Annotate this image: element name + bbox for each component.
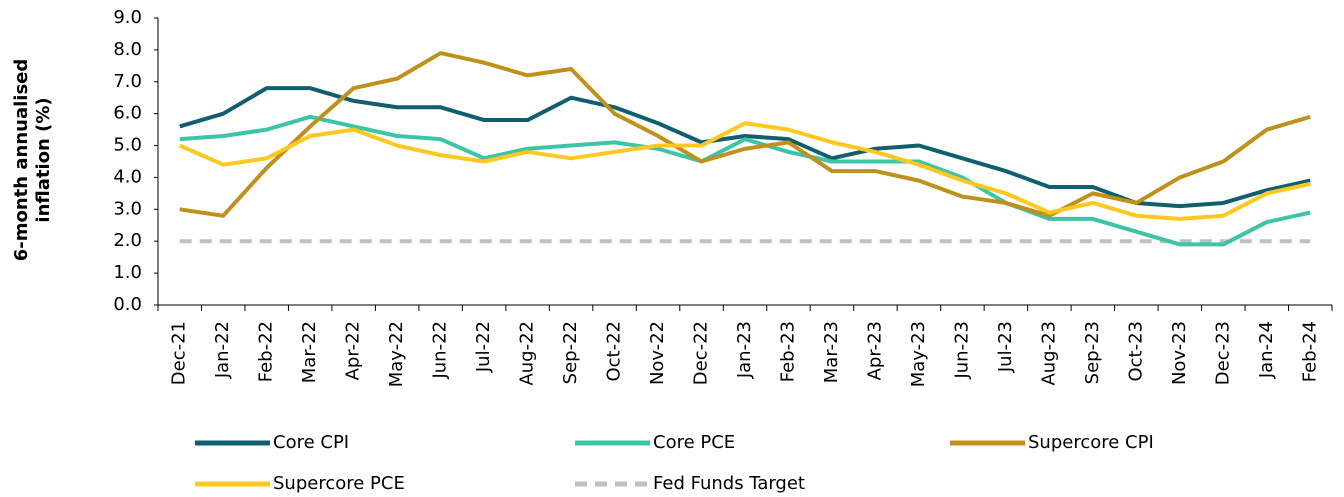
x-tick-label: Oct-23 <box>1125 321 1146 382</box>
x-tick-label: May-22 <box>386 321 407 387</box>
legend-label: Core PCE <box>653 432 735 453</box>
x-tick-label: Sep-22 <box>560 321 581 384</box>
x-tick-label: Jun-23 <box>951 321 972 380</box>
series-line <box>178 121 1311 221</box>
legend-label: Core CPI <box>273 432 349 453</box>
x-tick-label: Jan-23 <box>734 321 755 379</box>
legend-label: Supercore CPI <box>1028 432 1154 453</box>
y-tick-label: 9.0 <box>113 7 142 28</box>
y-tick-label: 5.0 <box>113 135 142 156</box>
y-tick-label: 4.0 <box>113 166 142 187</box>
y-axis-label: inflation (%) <box>33 97 54 222</box>
x-tick-label: Feb-22 <box>256 321 277 382</box>
y-tick-label: 8.0 <box>113 39 142 60</box>
y-axis-label: 6-month annualised <box>11 59 32 262</box>
x-tick-label: Jun-22 <box>430 321 451 380</box>
x-tick-label: Jul-23 <box>995 321 1016 373</box>
legend-label: Supercore PCE <box>273 473 405 494</box>
x-tick-label: Aug-22 <box>517 321 538 386</box>
y-tick-label: 2.0 <box>113 230 142 251</box>
y-tick-label: 0.0 <box>113 294 142 315</box>
x-tick-label: Nov-23 <box>1169 321 1190 385</box>
x-tick-label: Apr-22 <box>343 321 364 380</box>
x-tick-label: Nov-22 <box>647 321 668 385</box>
legend-label: Fed Funds Target <box>653 473 805 494</box>
x-tick-label: Dec-21 <box>169 321 190 385</box>
series-line <box>179 114 1311 247</box>
series-line <box>179 86 1311 209</box>
x-tick-label: Jan-24 <box>1256 321 1277 379</box>
x-tick-label: Mar-23 <box>821 321 842 383</box>
x-tick-label: Sep-23 <box>1082 321 1103 384</box>
y-tick-label: 7.0 <box>113 71 142 92</box>
y-tick-label: 6.0 <box>113 103 142 124</box>
x-tick-label: Mar-22 <box>299 321 320 383</box>
x-tick-label: Dec-22 <box>691 321 712 385</box>
x-tick-label: Dec-23 <box>1212 321 1233 385</box>
x-tick-label: May-23 <box>908 321 929 387</box>
x-tick-label: Apr-23 <box>864 321 885 380</box>
y-tick-label: 1.0 <box>113 262 142 283</box>
x-tick-label: Aug-23 <box>1038 321 1059 386</box>
y-tick-label: 3.0 <box>113 198 142 219</box>
x-tick-label: Jul-22 <box>473 321 494 373</box>
x-tick-label: Jan-22 <box>212 321 233 379</box>
x-tick-label: Feb-23 <box>777 321 798 382</box>
x-tick-label: Feb-24 <box>1299 321 1320 382</box>
x-tick-label: Oct-22 <box>604 321 625 382</box>
series-line <box>179 51 1311 218</box>
